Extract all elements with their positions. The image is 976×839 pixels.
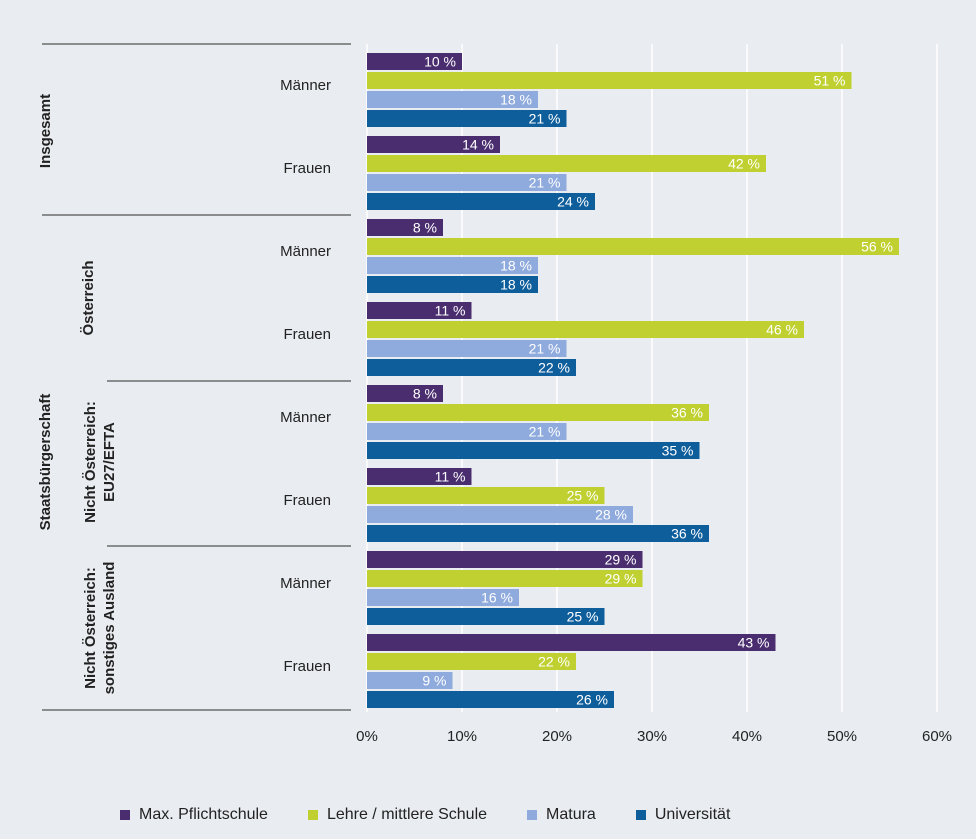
bar xyxy=(367,340,567,357)
x-tick-label: 50% xyxy=(827,728,857,745)
legend-item: Universität xyxy=(635,806,731,824)
category-label: Männer xyxy=(280,575,331,592)
bar xyxy=(367,219,443,236)
bar xyxy=(367,589,519,606)
data-label: 21 % xyxy=(529,111,561,127)
data-label: 46 % xyxy=(766,322,798,338)
data-label: 16 % xyxy=(481,590,513,606)
data-label: 26 % xyxy=(576,692,608,708)
data-label: 10 % xyxy=(424,54,456,70)
data-label: 43 % xyxy=(738,635,770,651)
legend-swatch xyxy=(527,810,538,820)
category-label: Frauen xyxy=(283,326,331,343)
bar xyxy=(367,608,605,625)
bar xyxy=(367,487,605,504)
x-tick-label: 0% xyxy=(356,728,378,745)
legend-label: Lehre / mittlere Schule xyxy=(326,806,488,823)
bar xyxy=(367,193,595,210)
data-label: 35 % xyxy=(662,443,694,459)
bar xyxy=(367,276,538,293)
data-label: 29 % xyxy=(605,552,637,568)
data-label: 24 % xyxy=(557,194,589,210)
legend-swatch xyxy=(120,810,130,820)
data-label: 56 % xyxy=(861,239,893,255)
data-label: 25 % xyxy=(567,609,599,625)
data-label: 14 % xyxy=(462,137,494,153)
category-label: Frauen xyxy=(283,658,331,675)
data-label: 25 % xyxy=(567,488,599,504)
bar xyxy=(367,257,538,274)
x-tick-label: 10% xyxy=(447,728,477,745)
bar xyxy=(367,238,899,255)
data-label: 22 % xyxy=(538,654,570,670)
data-label: 11 % xyxy=(435,469,466,485)
x-tick-label: 20% xyxy=(542,728,572,745)
bar xyxy=(367,570,643,587)
bar xyxy=(367,321,804,338)
data-label: 8 % xyxy=(413,220,437,236)
bar xyxy=(367,653,576,670)
group-label-eu27-efta: Nicht Österreich: EU27/EFTA xyxy=(82,401,118,523)
data-label: 18 % xyxy=(500,277,532,293)
bar xyxy=(367,634,776,651)
data-label: 22 % xyxy=(538,360,570,376)
x-tick-label: 30% xyxy=(637,728,667,745)
outer-group-label: Staatsbürgerschaft xyxy=(37,394,54,531)
data-label: 21 % xyxy=(529,424,561,440)
data-label: 28 % xyxy=(595,507,627,523)
bar xyxy=(367,155,766,172)
bar xyxy=(367,385,443,402)
legend-label: Universität xyxy=(654,806,731,823)
bar xyxy=(367,691,614,708)
bar xyxy=(367,423,567,440)
bar xyxy=(367,525,709,542)
x-tick-label: 40% xyxy=(732,728,762,745)
x-tick-label: 60% xyxy=(922,728,952,745)
bar xyxy=(367,672,453,689)
bar xyxy=(367,442,700,459)
data-label: 18 % xyxy=(500,92,532,108)
bar xyxy=(367,551,643,568)
group-label-sonstiges-ausland: Nicht Österreich: sonstiges Ausland xyxy=(82,562,118,695)
category-label: Frauen xyxy=(283,160,331,177)
data-label: 42 % xyxy=(728,156,760,172)
category-label: Frauen xyxy=(283,492,331,509)
data-label: 29 % xyxy=(605,571,637,587)
bar xyxy=(367,506,633,523)
legend-item: Matura xyxy=(527,806,596,824)
data-label: 21 % xyxy=(529,341,561,357)
bar xyxy=(367,136,500,153)
legend-label: Max. Pflichtschule xyxy=(139,806,268,823)
bar xyxy=(367,359,576,376)
bar xyxy=(367,468,472,485)
bar xyxy=(367,72,852,89)
category-label: Männer xyxy=(280,409,331,426)
bar xyxy=(367,91,538,108)
bar xyxy=(367,404,709,421)
bar xyxy=(367,302,472,319)
group-label-oesterreich: Österreich xyxy=(80,260,97,335)
category-label: Männer xyxy=(280,77,331,94)
data-label: 21 % xyxy=(529,175,561,191)
bar xyxy=(367,174,567,191)
legend: Max. Pflichtschule Lehre / mittlere Schul… xyxy=(120,806,730,824)
category-label: Männer xyxy=(280,243,331,260)
legend-item: Lehre / mittlere Schule xyxy=(307,806,488,824)
legend-swatch xyxy=(635,810,646,820)
legend-item: Max. Pflichtschule xyxy=(120,806,268,824)
legend-label: Matura xyxy=(546,806,596,823)
legend-swatch xyxy=(307,810,318,820)
data-label: 8 % xyxy=(413,386,437,402)
data-label: 36 % xyxy=(671,405,703,421)
data-label: 11 % xyxy=(435,303,466,319)
data-label: 51 % xyxy=(814,73,846,89)
data-label: 9 % xyxy=(422,673,446,689)
bar xyxy=(367,53,462,70)
bar xyxy=(367,110,567,127)
group-label-insgesamt: Insgesamt xyxy=(37,94,54,168)
data-label: 36 % xyxy=(671,526,703,542)
data-label: 18 % xyxy=(500,258,532,274)
